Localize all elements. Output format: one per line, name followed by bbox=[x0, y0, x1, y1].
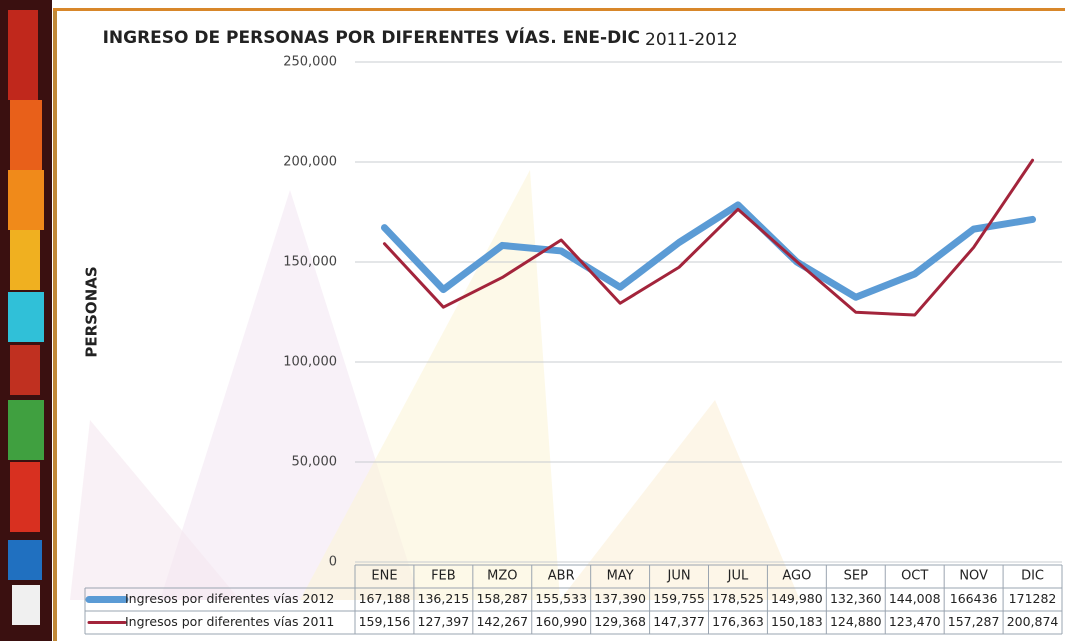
data-label: 123,470 bbox=[889, 614, 941, 629]
data-label: 127,397 bbox=[418, 614, 470, 629]
x-tick-label: ENE bbox=[371, 569, 397, 584]
y-axis-label: PERSONAS bbox=[83, 266, 101, 357]
y-tick-label: 0 bbox=[329, 555, 337, 570]
y-tick-label: 250,000 bbox=[283, 55, 337, 70]
data-label: 160,990 bbox=[535, 614, 587, 629]
legend-label: Ingresos por diferentes vías 2012 bbox=[125, 591, 334, 606]
chart-title: INGRESO DE PERSONAS POR DIFERENTES VÍAS.… bbox=[103, 26, 640, 48]
legend-label: Ingresos por diferentes vías 2011 bbox=[125, 614, 334, 629]
data-label: 159,156 bbox=[359, 614, 411, 629]
data-label: 176,363 bbox=[712, 614, 764, 629]
data-label: 167,188 bbox=[359, 591, 411, 606]
x-tick-label: MZO bbox=[487, 569, 517, 584]
x-tick-label: DIC bbox=[1021, 569, 1044, 584]
data-label: 158,287 bbox=[476, 591, 528, 606]
data-label: 171282 bbox=[1009, 591, 1057, 606]
data-label: 124,880 bbox=[830, 614, 882, 629]
y-tick-label: 100,000 bbox=[283, 355, 337, 370]
data-label: 159,755 bbox=[653, 591, 705, 606]
y-tick-label: 200,000 bbox=[283, 155, 337, 170]
x-tick-label: JUN bbox=[667, 569, 691, 584]
data-label: 132,360 bbox=[830, 591, 882, 606]
data-label: 155,533 bbox=[535, 591, 587, 606]
data-label: 157,287 bbox=[948, 614, 1000, 629]
x-tick-label: OCT bbox=[901, 569, 928, 584]
y-tick-label: 150,000 bbox=[283, 255, 337, 270]
data-label: 137,390 bbox=[594, 591, 646, 606]
y-tick-label: 50,000 bbox=[292, 455, 338, 470]
series-line bbox=[380, 201, 1037, 301]
data-label: 129,368 bbox=[594, 614, 646, 629]
x-tick-label: NOV bbox=[959, 569, 988, 584]
data-label: 144,008 bbox=[889, 591, 941, 606]
x-tick-label: JUL bbox=[727, 569, 749, 584]
data-label: 200,874 bbox=[1007, 614, 1059, 629]
x-tick-label: ABR bbox=[548, 569, 575, 584]
data-label: 147,377 bbox=[653, 614, 705, 629]
x-tick-label: AGO bbox=[782, 569, 811, 584]
series-line bbox=[382, 158, 1035, 317]
chart-subtitle: 2011-2012 bbox=[645, 30, 738, 50]
data-label: 178,525 bbox=[712, 591, 764, 606]
data-label: 149,980 bbox=[771, 591, 823, 606]
data-label: 142,267 bbox=[476, 614, 528, 629]
x-tick-label: SEP bbox=[844, 569, 868, 584]
data-label: 166436 bbox=[950, 591, 998, 606]
data-label: 150,183 bbox=[771, 614, 823, 629]
x-tick-label: MAY bbox=[607, 569, 634, 584]
data-label: 136,215 bbox=[418, 591, 470, 606]
x-tick-label: FEB bbox=[431, 569, 456, 584]
